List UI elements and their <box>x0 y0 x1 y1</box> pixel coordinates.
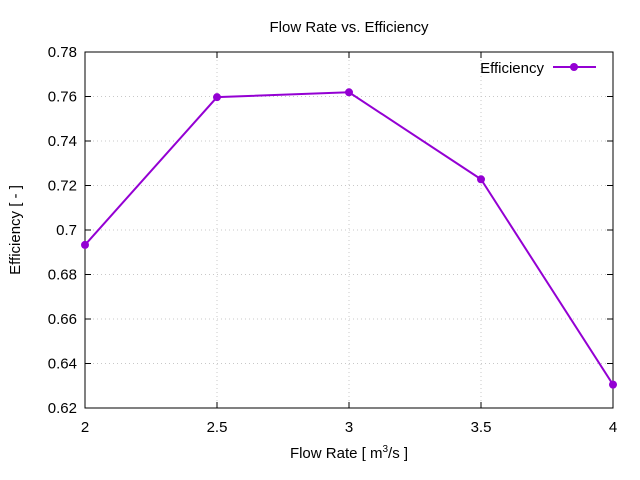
legend: Efficiency <box>480 60 596 77</box>
y-tick-label: 0.76 <box>48 89 77 106</box>
data-point <box>345 88 353 97</box>
y-tick-label: 0.62 <box>48 400 77 417</box>
y-tick-label: 0.7 <box>56 222 77 239</box>
chart-title: Flow Rate vs. Efficiency <box>270 19 429 36</box>
x-tick-label: 3.5 <box>471 419 492 436</box>
legend-marker <box>570 63 578 71</box>
y-tick-label: 0.78 <box>48 44 77 61</box>
data-point <box>81 240 89 249</box>
x-axis-label: Flow Rate [ m3/s ] <box>290 444 408 462</box>
x-tick-label: 2.5 <box>207 419 228 436</box>
y-tick-label: 0.66 <box>48 311 77 328</box>
data-point <box>213 93 221 102</box>
data-point <box>609 380 617 389</box>
grid <box>85 52 613 408</box>
y-tick-label: 0.68 <box>48 267 77 284</box>
x-tick-label: 2 <box>81 419 89 436</box>
y-tick-label: 0.72 <box>48 178 77 195</box>
axis-ticks: 2 2.5 3 3.5 4 0.62 0.64 0.66 0.68 0.7 0.72 0.74 0.76… <box>48 44 617 436</box>
y-tick-label: 0.74 <box>48 133 77 150</box>
x-tick-label: 4 <box>609 419 617 436</box>
y-tick-label: 0.64 <box>48 356 77 373</box>
x-tick-label: 3 <box>345 419 353 436</box>
series-efficiency <box>81 88 617 389</box>
data-point <box>477 175 485 184</box>
y-axis-label: Efficiency [ - ] <box>7 185 24 275</box>
legend-label: Efficiency <box>480 60 544 77</box>
